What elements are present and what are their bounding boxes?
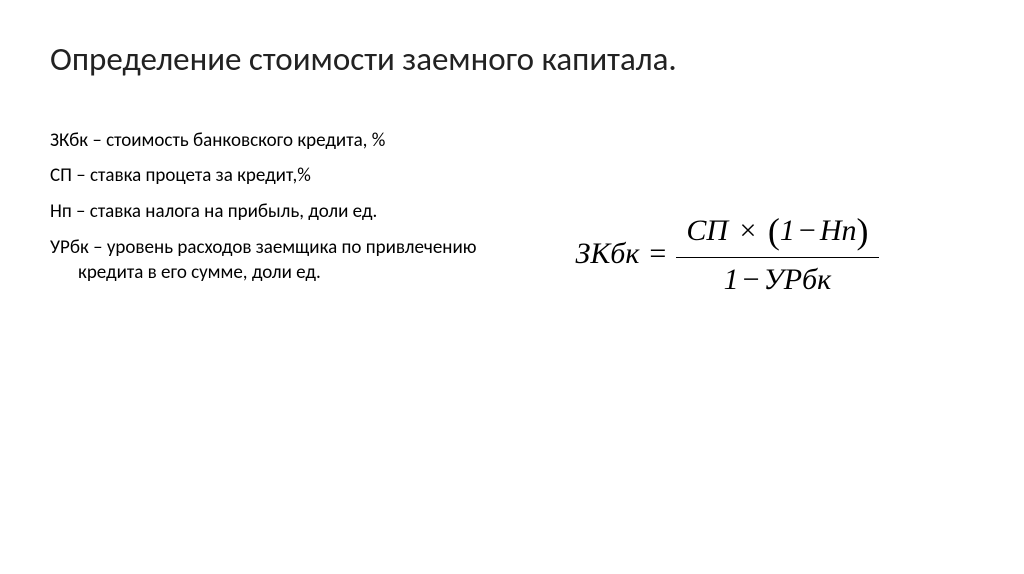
content-row: ЗКбк – стоимость банковского кредита, % … bbox=[50, 128, 974, 300]
hn: Нп bbox=[820, 214, 857, 247]
open-paren: ( bbox=[768, 211, 780, 251]
times-sign: × bbox=[740, 214, 757, 247]
definitions-list: ЗКбк – стоимость банковского кредита, % … bbox=[50, 128, 480, 296]
definition-item: СП – ставка процета за кредит,% bbox=[50, 163, 480, 189]
denom-urbk: УРбк bbox=[764, 263, 832, 296]
slide: Определение стоимости заемного капитала.… bbox=[0, 0, 1024, 574]
slide-title: Определение стоимости заемного капитала. bbox=[50, 40, 974, 80]
minus-sign: − bbox=[799, 214, 816, 247]
fraction-line bbox=[676, 257, 878, 258]
formula: ЗКбк = СП × (1−Нп) 1−УРбк bbox=[575, 208, 878, 300]
denom-one: 1 bbox=[724, 263, 739, 296]
formula-area: ЗКбк = СП × (1−Нп) 1−УРбк bbox=[480, 128, 974, 300]
definition-item: ЗКбк – стоимость банковского кредита, % bbox=[50, 128, 480, 154]
close-paren: ) bbox=[857, 211, 869, 251]
formula-lhs: ЗКбк bbox=[575, 237, 639, 271]
definition-item: УРбк – уровень расходов заемщика по прив… bbox=[50, 235, 480, 286]
equals-sign: = bbox=[649, 237, 666, 271]
numerator-a: СП bbox=[686, 214, 728, 247]
definition-item: Нп – ставка налога на прибыль, доли ед. bbox=[50, 199, 480, 225]
numerator: СП × (1−Нп) bbox=[676, 208, 878, 255]
denom-minus: − bbox=[743, 263, 760, 296]
fraction: СП × (1−Нп) 1−УРбк bbox=[676, 208, 878, 300]
one: 1 bbox=[780, 214, 795, 247]
denominator: 1−УРбк bbox=[714, 260, 842, 300]
